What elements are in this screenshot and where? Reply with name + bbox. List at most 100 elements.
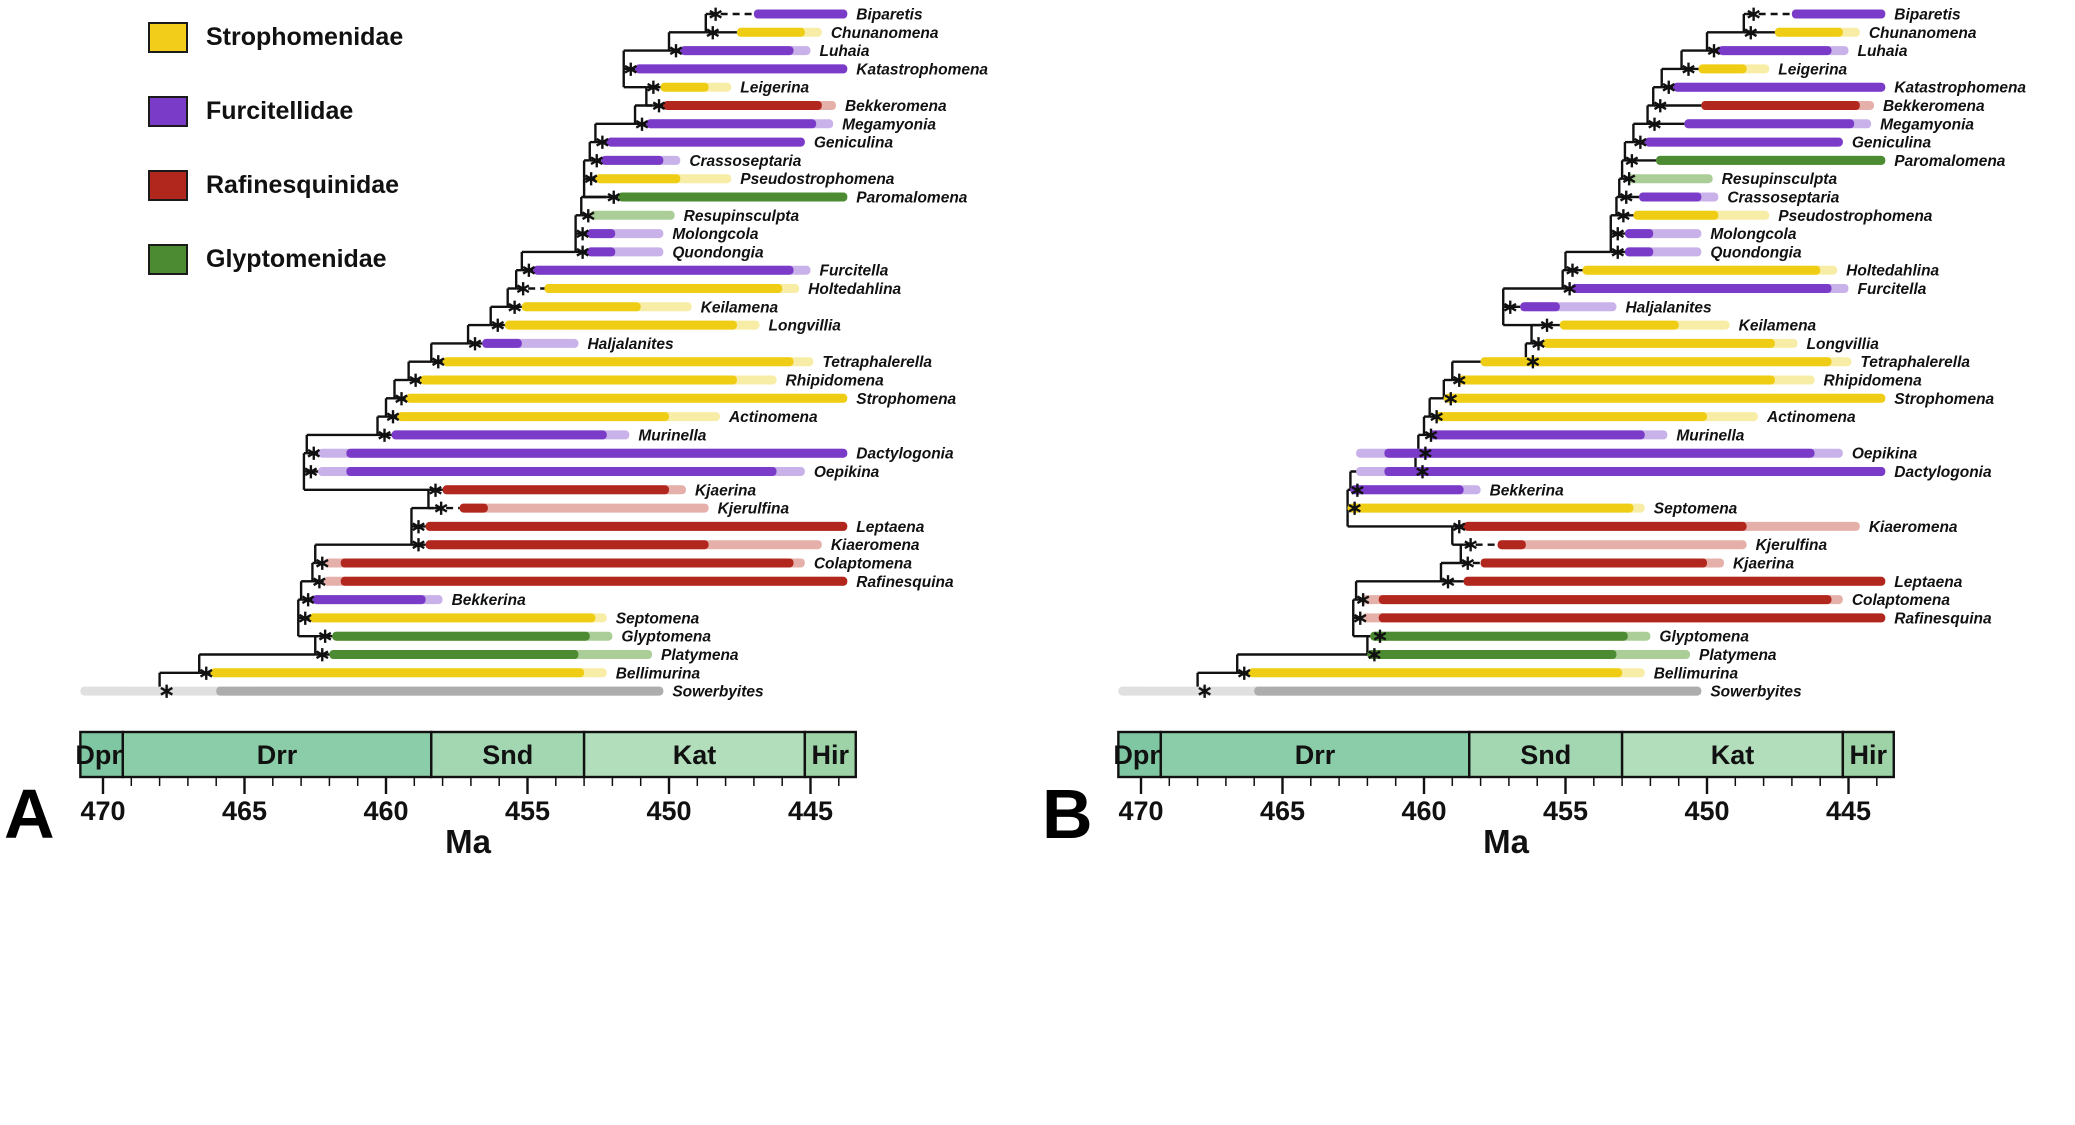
taxon-range-bar-solid xyxy=(1791,9,1886,19)
taxon-range-bar-solid xyxy=(1582,265,1821,275)
taxon-range-bar-solid xyxy=(1457,375,1775,385)
taxon-range-bar-solid xyxy=(1384,448,1815,458)
taxon-range-bar xyxy=(459,503,709,513)
taxon-range-bar-solid xyxy=(521,302,641,312)
node-support-asterisk: ∗ xyxy=(1442,388,1459,410)
axis-tick-label: 465 xyxy=(1260,796,1305,826)
node-support-asterisk: ∗ xyxy=(704,22,721,44)
taxon-label: Bekkeromena xyxy=(1883,98,1985,115)
node-support-asterisk: ∗ xyxy=(1618,187,1635,209)
taxon-range-bar-solid xyxy=(405,393,848,403)
axis-tick-label: 465 xyxy=(222,796,267,826)
taxon-label: Luhaia xyxy=(1858,43,1908,60)
taxon-label: Paromalomena xyxy=(856,190,968,207)
panel-svg: Dpn Drr Snd Kat Hir 470 465 460 455 450 445 Ma B ∗ Bip… xyxy=(1042,4,2026,861)
node-support-asterisk: ∗ xyxy=(1609,223,1626,245)
taxon-range-bar-solid xyxy=(216,686,664,696)
node-support-asterisk: ∗ xyxy=(1428,406,1445,428)
stage-label: Drr xyxy=(1295,740,1336,770)
axis-tick-label: 460 xyxy=(1401,796,1446,826)
taxon-label: Leptaena xyxy=(856,519,924,536)
node-support-asterisk: ∗ xyxy=(1530,333,1547,355)
node-support-asterisk: ∗ xyxy=(574,223,591,245)
taxon-range-bar-solid xyxy=(1633,210,1719,220)
taxon-label: Crassoseptaria xyxy=(689,153,801,170)
legend-item: Glyptomenidae xyxy=(148,244,403,275)
taxon-label: Dactylogonia xyxy=(1894,464,1992,481)
taxon-range-bar-solid xyxy=(419,375,737,385)
node-support-asterisk: ∗ xyxy=(1621,168,1638,190)
taxon-label: Rhipidomena xyxy=(786,373,885,390)
node-support-asterisk: ∗ xyxy=(1462,534,1479,556)
axis-tick-label: 455 xyxy=(505,796,550,826)
taxon-range-bar-solid xyxy=(340,558,794,568)
legend-item: Rafinesquinidae xyxy=(148,170,403,201)
taxon-range-bar-solid xyxy=(660,82,709,92)
taxon-label: Pseudostrophomena xyxy=(1778,208,1933,225)
taxon-range-bar-solid xyxy=(1656,155,1886,165)
legend-item: Strophomenidae xyxy=(148,22,403,53)
taxon-label: Resupinsculpta xyxy=(684,208,800,225)
taxon-range-bar-solid xyxy=(309,613,596,623)
node-support-asterisk: ∗ xyxy=(605,187,622,209)
taxon-label: Longvillia xyxy=(769,318,842,335)
taxon-label: Haljalanites xyxy=(1625,299,1712,316)
node-support-asterisk: ∗ xyxy=(314,553,331,575)
taxon-label: Leigerina xyxy=(740,80,809,97)
node-support-asterisk: ∗ xyxy=(1660,77,1677,99)
node-support-asterisk: ∗ xyxy=(467,333,484,355)
node-support-asterisk: ∗ xyxy=(1609,241,1626,263)
taxon-label: Kiaeromena xyxy=(1869,519,1958,536)
taxon-label: Rafinesquina xyxy=(856,574,954,591)
node-support-asterisk: ∗ xyxy=(407,370,424,392)
taxon-label: Katastrophomena xyxy=(856,61,988,78)
node-support-asterisk: ∗ xyxy=(1196,681,1213,703)
axis-tick-label: 460 xyxy=(363,796,408,826)
taxon-range-bar-solid xyxy=(1701,101,1860,110)
node-support-asterisk: ∗ xyxy=(1414,461,1431,483)
taxon-label: Molongcola xyxy=(1710,226,1796,243)
node-support-asterisk: ∗ xyxy=(1561,278,1578,300)
taxon-label: Murinella xyxy=(1676,427,1744,444)
taxon-range-bar-solid xyxy=(346,448,848,458)
taxon-range-bar-solid xyxy=(1463,576,1886,586)
taxon-range-bar-solid xyxy=(1350,485,1464,495)
node-support-asterisk: ∗ xyxy=(1615,205,1632,227)
taxon-range-bar-solid xyxy=(1347,503,1634,513)
taxon-label: Chunanomena xyxy=(831,25,939,42)
node-support-asterisk: ∗ xyxy=(1632,132,1649,154)
taxon-range-bar-solid xyxy=(1463,521,1747,531)
taxon-range-bar-solid xyxy=(1571,284,1832,293)
node-support-asterisk: ∗ xyxy=(1564,260,1581,282)
taxon-label: Platymena xyxy=(661,647,739,664)
panel-b: Dpn Drr Snd Kat Hir 470 465 460 455 450 445 Ma B ∗ Bip… xyxy=(1038,0,2075,1125)
taxon-label: Oepikina xyxy=(814,464,880,481)
node-support-asterisk: ∗ xyxy=(1652,95,1669,117)
node-support-asterisk: ∗ xyxy=(645,77,662,99)
taxon-range-bar-solid xyxy=(504,320,737,330)
taxon-label: Sowerbyites xyxy=(672,684,764,701)
legend: Strophomenidae Furcitellidae Rafinesquinid… xyxy=(148,22,403,275)
taxon-range-bar-solid xyxy=(1429,430,1645,440)
taxon-range-bar-solid xyxy=(1497,540,1526,550)
stage-label: Snd xyxy=(1520,740,1571,770)
panel-a: Strophomenidae Furcitellidae Rafinesquinid… xyxy=(0,0,1037,1125)
taxon-range-bar-solid xyxy=(391,430,607,440)
taxon-range-bar-solid xyxy=(1384,467,1886,476)
node-support-asterisk: ∗ xyxy=(515,278,532,300)
taxon-label: Biparetis xyxy=(1894,7,1961,24)
node-support-asterisk: ∗ xyxy=(305,443,322,465)
axis-tick-label: 450 xyxy=(1684,796,1729,826)
node-support-asterisk: ∗ xyxy=(410,534,427,556)
taxon-range-bar-solid xyxy=(635,64,848,74)
taxon-range-bar-solid xyxy=(1624,247,1654,257)
node-support-asterisk: ∗ xyxy=(1745,4,1762,26)
node-support-asterisk: ∗ xyxy=(583,168,600,190)
taxon-range-bar-solid xyxy=(1624,229,1654,239)
legend-label: Furcitellidae xyxy=(206,97,354,125)
node-support-asterisk: ∗ xyxy=(668,40,685,62)
taxon-label: Katastrophomena xyxy=(1894,80,2026,97)
taxon-label: Furcitella xyxy=(820,263,889,280)
node-support-asterisk: ∗ xyxy=(634,113,651,135)
